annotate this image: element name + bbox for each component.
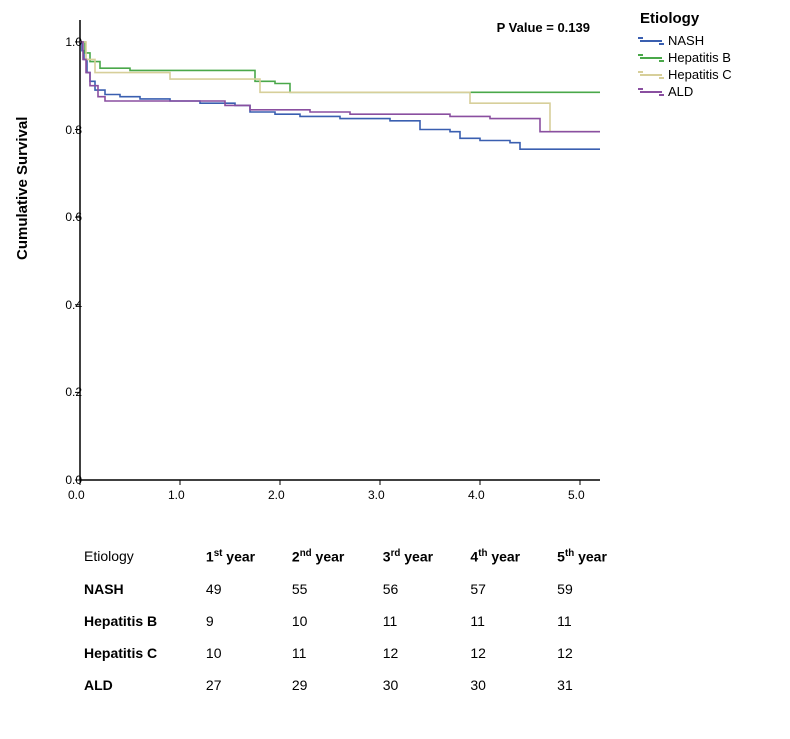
table-cell: 11 — [288, 637, 379, 669]
table-row: NASH4955565759 — [80, 573, 640, 605]
table-cell: 31 — [553, 669, 640, 701]
table-cell: 57 — [466, 573, 553, 605]
etiology-table: Etiology1st year2nd year3rd year4th year… — [80, 540, 640, 701]
x-tick-label: 4.0 — [468, 488, 485, 502]
legend-item: NASH — [640, 33, 780, 48]
legend-swatch — [640, 57, 662, 59]
table-header-row: Etiology1st year2nd year3rd year4th year… — [80, 540, 640, 573]
x-tick-label: 5.0 — [568, 488, 585, 502]
table-cell: 55 — [288, 573, 379, 605]
legend-item: ALD — [640, 84, 780, 99]
table-cell: 9 — [202, 605, 288, 637]
legend-swatch — [640, 91, 662, 93]
table-col-header: 1st year — [202, 540, 288, 573]
table-cell: 56 — [379, 573, 467, 605]
table-cell: 11 — [553, 605, 640, 637]
table-cell: 30 — [379, 669, 467, 701]
table-col-header: 5th year — [553, 540, 640, 573]
table-row: Hepatitis C1011121212 — [80, 637, 640, 669]
table-row: ALD2729303031 — [80, 669, 640, 701]
legend-title: Etiology — [640, 10, 780, 27]
table-cell: 12 — [466, 637, 553, 669]
y-tick-label: 0.2 — [42, 385, 82, 399]
table-cell: 10 — [202, 637, 288, 669]
table-cell: 27 — [202, 669, 288, 701]
legend-swatch — [640, 40, 662, 42]
table-row-header: Hepatitis B — [80, 605, 202, 637]
legend-swatch — [640, 74, 662, 76]
x-tick-label: 0.0 — [68, 488, 85, 502]
chart-svg — [20, 10, 620, 520]
y-axis-label: Cumulative Survival — [14, 117, 31, 260]
table-cell: 59 — [553, 573, 640, 605]
y-tick-label: 0.8 — [42, 123, 82, 137]
legend-label: Hepatitis B — [668, 50, 731, 65]
legend-label: NASH — [668, 33, 704, 48]
table-cell: 11 — [379, 605, 467, 637]
table-cell: 49 — [202, 573, 288, 605]
p-value-label: P Value = 0.139 — [497, 20, 590, 35]
page-root: Etiology NASHHepatitis BHepatitis CALD C… — [0, 0, 790, 739]
y-tick-label: 1.0 — [42, 35, 82, 49]
legend-label: Hepatitis C — [668, 67, 732, 82]
table-col-header: 2nd year — [288, 540, 379, 573]
table-cell: 11 — [466, 605, 553, 637]
series-line — [80, 42, 600, 149]
survival-chart: Cumulative Survival P Value = 0.139 0.00… — [20, 10, 620, 520]
legend: Etiology NASH Hepatitis B Hepatitis C ALD — [640, 10, 780, 101]
table-cell: 12 — [553, 637, 640, 669]
table-cell: 10 — [288, 605, 379, 637]
x-tick-label: 2.0 — [268, 488, 285, 502]
table-row-header: NASH — [80, 573, 202, 605]
table-cell: 29 — [288, 669, 379, 701]
data-table: Etiology1st year2nd year3rd year4th year… — [80, 540, 640, 701]
table-row: Hepatitis B910111111 — [80, 605, 640, 637]
table-row-header: Hepatitis C — [80, 637, 202, 669]
table-col-header: 3rd year — [379, 540, 467, 573]
table-cell: 12 — [379, 637, 467, 669]
table-col-header: 4th year — [466, 540, 553, 573]
legend-item: Hepatitis C — [640, 67, 780, 82]
y-tick-label: 0.6 — [42, 210, 82, 224]
legend-label: ALD — [668, 84, 693, 99]
table-corner-header: Etiology — [80, 540, 202, 573]
table-cell: 30 — [466, 669, 553, 701]
y-tick-label: 0.0 — [42, 473, 82, 487]
series-line — [80, 42, 600, 92]
x-tick-label: 1.0 — [168, 488, 185, 502]
x-tick-label: 3.0 — [368, 488, 385, 502]
table-row-header: ALD — [80, 669, 202, 701]
y-tick-label: 0.4 — [42, 298, 82, 312]
legend-item: Hepatitis B — [640, 50, 780, 65]
